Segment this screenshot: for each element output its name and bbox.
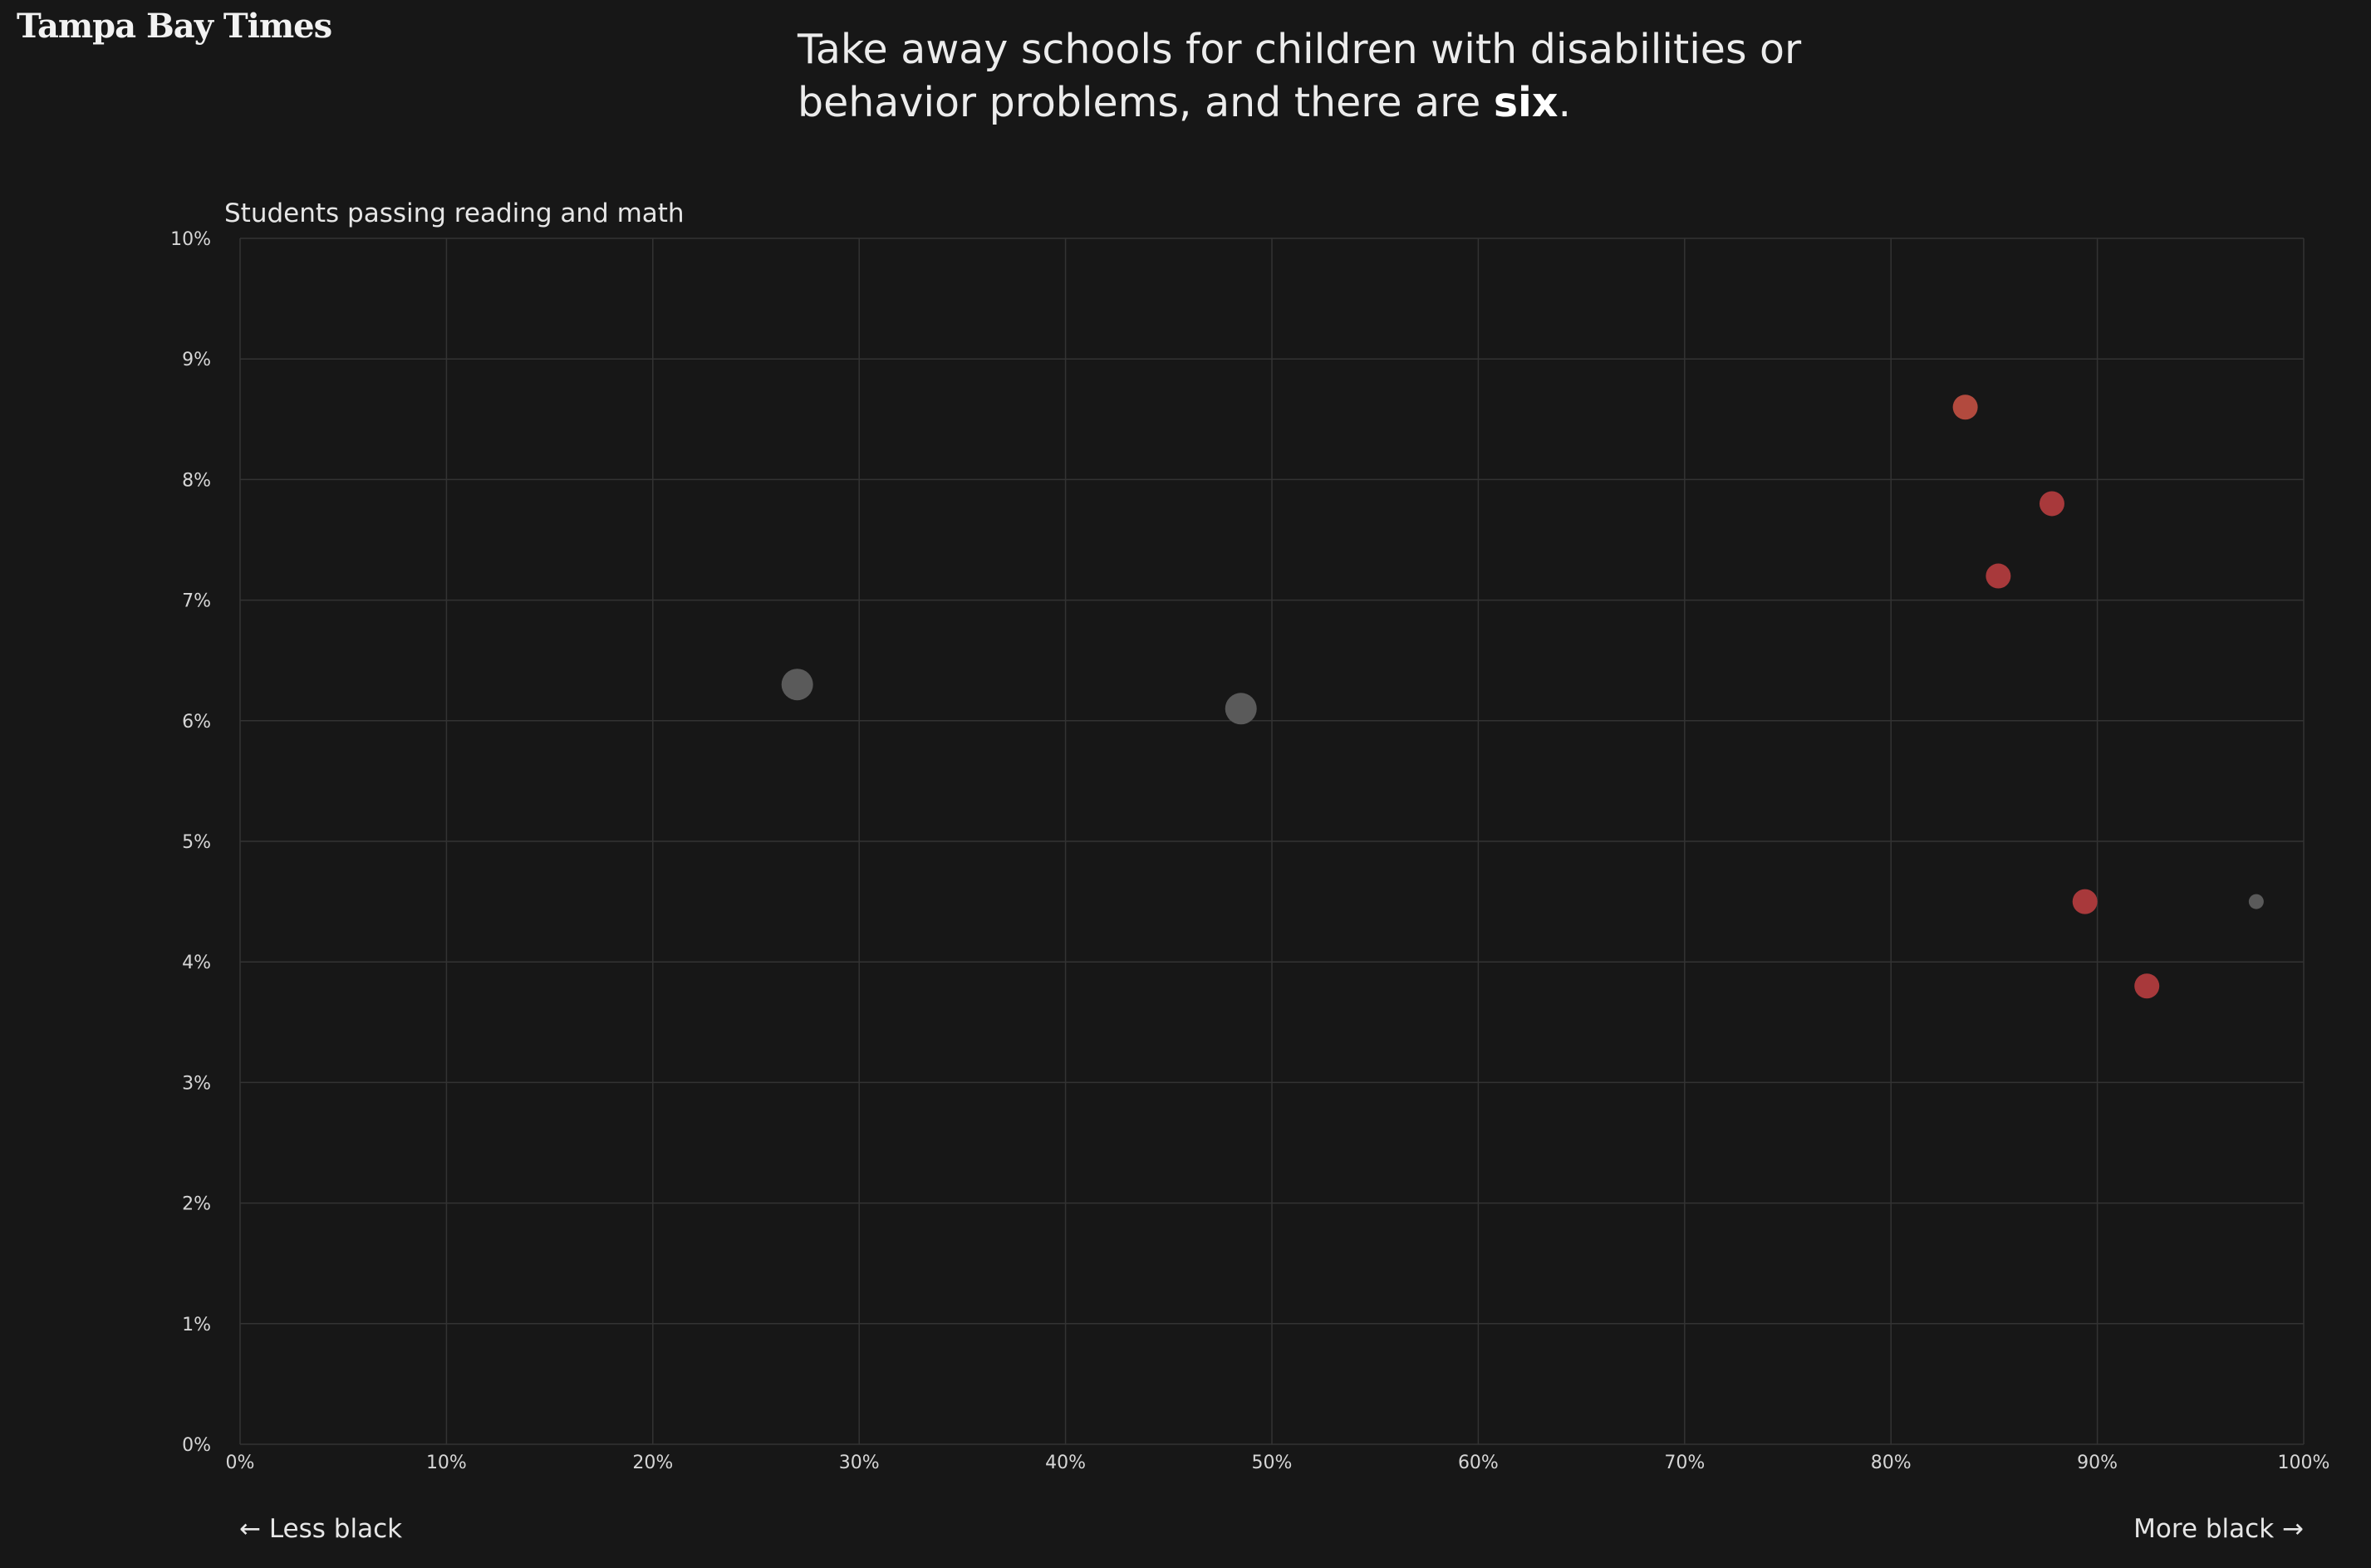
y-tick-label: 0% xyxy=(182,1435,211,1456)
school-point xyxy=(2248,894,2264,909)
headline-line-2: behavior problems, and there are xyxy=(798,79,1494,126)
highlighted-school-point xyxy=(1952,394,1978,420)
point-layer xyxy=(781,394,2264,999)
x-tick-label: 20% xyxy=(632,1453,673,1473)
y-tick-label: 1% xyxy=(182,1315,211,1335)
y-tick-label: 4% xyxy=(182,953,211,973)
x-tick-label: 30% xyxy=(839,1453,880,1473)
x-tick-label: 90% xyxy=(2077,1453,2118,1473)
y-tick-label: 7% xyxy=(182,591,211,612)
x-tick-label: 60% xyxy=(1458,1453,1499,1473)
x-axis-label-more-black: More black → xyxy=(2133,1514,2304,1544)
y-tick-label: 3% xyxy=(182,1073,211,1094)
y-tick-label: 9% xyxy=(182,350,211,370)
chart-title: Students passing reading and math xyxy=(224,198,685,228)
x-tick-label: 70% xyxy=(1664,1453,1705,1473)
school-point xyxy=(781,669,813,701)
grid-layer xyxy=(239,238,2305,1445)
headline: Take away schools for children with disa… xyxy=(798,23,1878,130)
x-axis-label-less-black: ← Less black xyxy=(239,1514,402,1544)
x-tick-label: 50% xyxy=(1252,1453,1293,1473)
y-tick-label: 8% xyxy=(182,470,211,491)
x-tick-label: 10% xyxy=(426,1453,467,1473)
y-tick-label: 5% xyxy=(182,832,211,853)
highlighted-school-point xyxy=(2039,491,2064,517)
y-tick-label: 10% xyxy=(170,229,211,250)
tampa-bay-times-logo[interactable]: Tampa Bay Times xyxy=(17,7,332,46)
tick-layer: 0% 10% 20% 30% 40% 50% 60% 70% 80% 90% 100% 0% 1% 2% 3… xyxy=(170,229,2329,1473)
x-tick-label: 0% xyxy=(226,1453,255,1473)
y-tick-label: 6% xyxy=(182,712,211,733)
headline-line-1: Take away schools for children with disa… xyxy=(798,26,1802,73)
school-point xyxy=(1225,693,1257,725)
headline-end: . xyxy=(1558,79,1572,126)
highlighted-school-point xyxy=(2072,889,2098,914)
highlighted-school-point xyxy=(1986,563,2011,589)
x-tick-label: 80% xyxy=(1871,1453,1912,1473)
x-tick-label: 40% xyxy=(1045,1453,1086,1473)
y-tick-label: 2% xyxy=(182,1194,211,1215)
x-tick-label: 100% xyxy=(2278,1453,2330,1473)
highlighted-school-point xyxy=(2134,973,2160,999)
headline-emphasis: six xyxy=(1493,79,1559,126)
